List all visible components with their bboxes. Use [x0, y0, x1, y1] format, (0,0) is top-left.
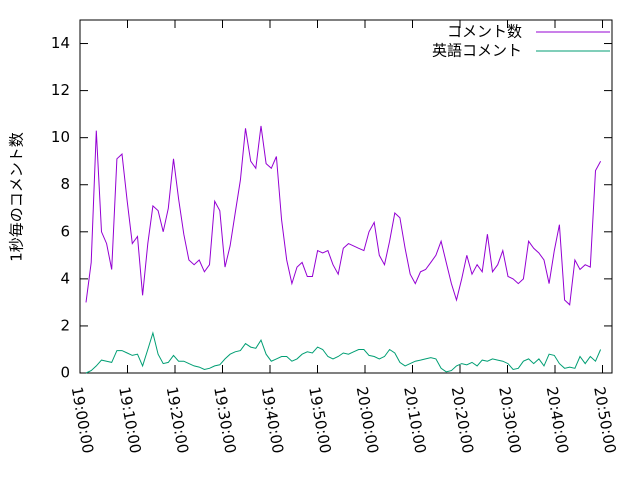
y-tick-label: 12	[51, 81, 70, 99]
x-tick-label: 19:00:00	[68, 385, 97, 454]
x-tick-label: 19:50:00	[305, 385, 334, 454]
series-line	[85, 125, 602, 306]
legend-label: コメント数	[447, 23, 522, 41]
y-tick-label: 0	[60, 364, 70, 382]
y-tick-label: 6	[60, 222, 70, 240]
legend-label: 英語コメント	[432, 42, 522, 60]
x-tick-label: 20:40:00	[543, 385, 572, 454]
y-axis-label: 1秒毎のコメント数	[8, 132, 26, 262]
x-tick-label: 20:00:00	[353, 385, 382, 454]
y-tick-label: 8	[60, 175, 70, 193]
y-tick-label: 2	[60, 316, 70, 334]
x-tick-label: 19:30:00	[210, 385, 239, 454]
x-tick-label: 19:10:00	[115, 385, 144, 454]
y-tick-label: 4	[60, 269, 70, 287]
x-tick-label: 19:20:00	[163, 385, 192, 454]
x-tick-label: 20:10:00	[400, 385, 429, 454]
series-line	[85, 331, 602, 374]
x-tick-label: 20:30:00	[495, 385, 524, 454]
plot-frame	[79, 19, 613, 374]
x-tick-label: 20:20:00	[448, 385, 477, 454]
y-tick-label: 14	[51, 34, 70, 52]
x-tick-label: 19:40:00	[258, 385, 287, 454]
y-tick-label: 10	[51, 128, 70, 146]
x-tick-label: 20:50:00	[590, 385, 619, 454]
